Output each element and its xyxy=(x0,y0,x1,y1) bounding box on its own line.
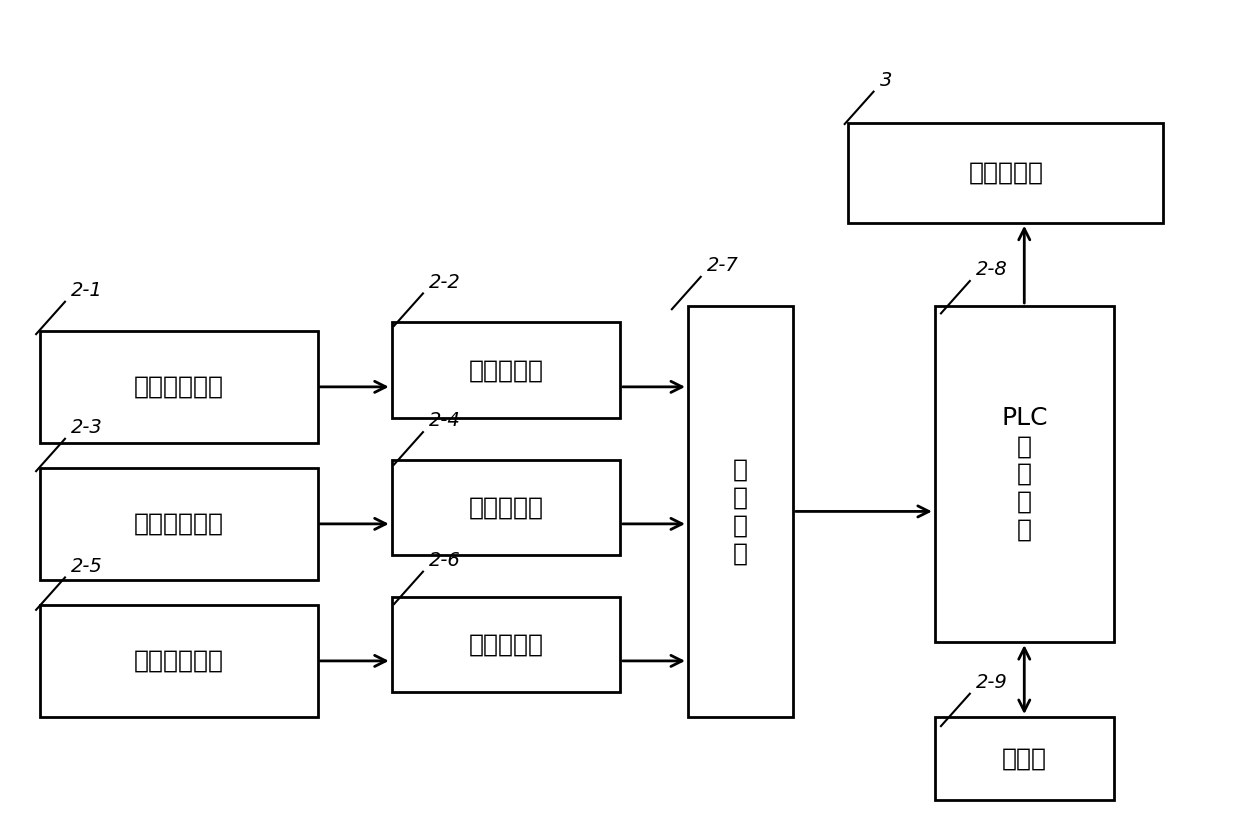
Text: 2-8: 2-8 xyxy=(976,260,1008,279)
Bar xyxy=(40,468,317,580)
Text: 2-5: 2-5 xyxy=(71,557,103,576)
Bar xyxy=(40,331,317,443)
Text: 第一下位机: 第一下位机 xyxy=(469,359,543,382)
Bar xyxy=(392,323,620,418)
Text: 2-6: 2-6 xyxy=(429,551,461,570)
Text: 第二下位机: 第二下位机 xyxy=(469,495,543,519)
Text: 第三检煤模块: 第三检煤模块 xyxy=(134,649,223,673)
Bar xyxy=(392,460,620,555)
Text: 第一检煤模块: 第一检煤模块 xyxy=(134,375,223,399)
Text: 2-9: 2-9 xyxy=(976,673,1008,692)
Bar xyxy=(935,306,1114,642)
Text: 带式输送机: 带式输送机 xyxy=(968,161,1043,185)
Bar xyxy=(848,123,1163,223)
Text: 2-4: 2-4 xyxy=(429,411,461,431)
Text: 存储器: 存储器 xyxy=(1002,747,1047,771)
Bar xyxy=(688,306,792,717)
Bar xyxy=(40,605,317,717)
Text: 3: 3 xyxy=(879,71,892,90)
Text: 2-2: 2-2 xyxy=(429,273,461,292)
Text: 第二检煤模块: 第二检煤模块 xyxy=(134,512,223,536)
Text: 2-3: 2-3 xyxy=(71,418,103,437)
Bar xyxy=(392,597,620,692)
Text: 第三下位机: 第三下位机 xyxy=(469,632,543,656)
Text: 2-7: 2-7 xyxy=(707,256,739,275)
Bar xyxy=(935,717,1114,800)
Text: 2-1: 2-1 xyxy=(71,281,103,300)
Text: 七
芯
电
缆: 七 芯 电 缆 xyxy=(733,458,748,565)
Text: PLC
控
制
模
块: PLC 控 制 模 块 xyxy=(1001,406,1048,542)
